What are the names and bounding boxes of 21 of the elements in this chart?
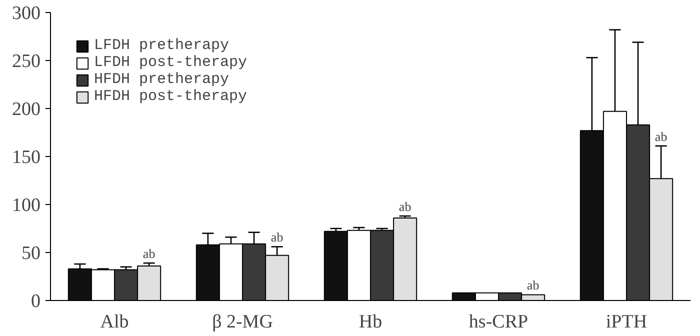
x-tick-label: iPTH [606, 312, 648, 332]
y-tick-label: 150 [12, 147, 40, 168]
annotation: ab [398, 199, 412, 214]
x-tick-label: Hb [358, 312, 382, 332]
legend-label: LFDH pretherapy [94, 37, 230, 54]
x-tick-label: β 2-MG [212, 312, 274, 332]
y-tick-label: 300 [12, 3, 40, 24]
y-tick-label: 200 [12, 99, 40, 120]
x-tick-label: Alb [100, 312, 129, 332]
annotation: ab [270, 230, 284, 245]
y-tick-label: 0 [31, 291, 40, 312]
annotation: ab [142, 246, 156, 262]
legend-label: LFDH post-therapy [94, 54, 248, 71]
legend-label: HFDH pretherapy [94, 71, 230, 88]
x-tick-label: hs-CRP [468, 312, 528, 332]
y-tick-label: 100 [12, 195, 40, 216]
y-tick-label: 250 [12, 51, 40, 72]
legend-label: HFDH post-therapy [94, 88, 248, 105]
annotation: ab [654, 128, 668, 144]
y-tick-label: 50 [22, 243, 40, 264]
annotation: ab [526, 278, 540, 293]
